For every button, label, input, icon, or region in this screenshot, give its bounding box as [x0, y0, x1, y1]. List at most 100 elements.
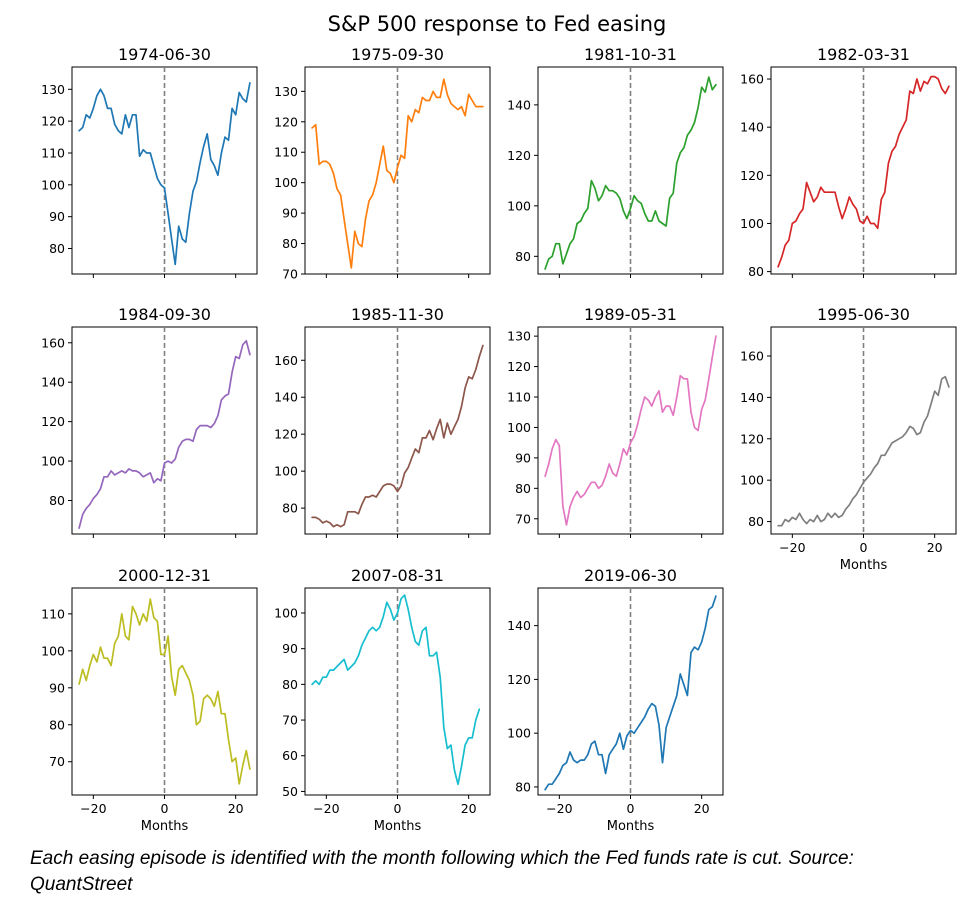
x-tick-label: 0 — [860, 540, 868, 555]
x-axis-label: Months — [141, 819, 189, 834]
subplot-title: 1984-09-30 — [118, 305, 211, 324]
figure-title: S&P 500 response to Fed easing — [328, 12, 667, 36]
subplot-1984-09-30: 1984-09-30 80 100 120 140 160 — [41, 305, 258, 538]
y-tick-label: 100 — [740, 473, 764, 488]
y-tick-label: 110 — [41, 606, 65, 621]
series-line — [311, 344, 484, 528]
x-axis-label: Months — [607, 819, 655, 834]
y-tick-label: 90 — [282, 206, 298, 221]
subplot-1989-05-31: 1989-05-31 70 80 90 100 110 120 130 — [507, 305, 724, 538]
subplot-1982-03-31: 1982-03-31 80 100 120 140 160 — [740, 45, 957, 279]
y-tick-label: 160 — [740, 72, 764, 87]
series-line — [311, 78, 484, 269]
x-tick-label: −20 — [779, 540, 805, 555]
y-tick-label: 120 — [41, 414, 65, 429]
series-line — [544, 595, 717, 791]
subplot-1985-11-30: 1985-11-30 80 100 120 140 160 — [274, 305, 491, 538]
y-tick-label: 70 — [49, 754, 65, 769]
x-tick-label: 20 — [927, 540, 943, 555]
y-tick-label: 120 — [274, 114, 298, 129]
y-tick-label: 50 — [282, 784, 298, 799]
y-tick-label: 120 — [507, 672, 531, 687]
y-tick-label: 140 — [507, 618, 531, 633]
x-tick-label: 20 — [228, 801, 244, 816]
subplot-title: 1982-03-31 — [817, 45, 910, 64]
y-tick-label: 100 — [274, 175, 298, 190]
y-tick-label: 70 — [515, 511, 531, 526]
y-tick-label: 120 — [274, 427, 298, 442]
axes-frame — [304, 326, 491, 535]
y-tick-label: 80 — [49, 241, 65, 256]
subplot-title: 2007-08-31 — [351, 566, 444, 585]
x-tick-label: −20 — [80, 801, 106, 816]
y-tick-label: 140 — [41, 375, 65, 390]
y-tick-label: 60 — [282, 748, 298, 763]
series-line — [777, 375, 950, 527]
x-tick-label: 20 — [694, 801, 710, 816]
y-tick-label: 80 — [515, 249, 531, 264]
x-tick-label: 0 — [161, 801, 169, 816]
x-tick-label: 20 — [461, 801, 477, 816]
y-tick-label: 90 — [49, 209, 65, 224]
y-tick-label: 80 — [515, 779, 531, 794]
series-line — [544, 335, 717, 526]
y-tick-label: 120 — [507, 148, 531, 163]
subplot-title: 1981-10-31 — [584, 45, 677, 64]
x-tick-label: 0 — [627, 801, 635, 816]
x-tick-label: 0 — [394, 801, 402, 816]
subplot-1974-06-30: 1974-06-30 80 90 100 110 120 130 — [41, 45, 258, 278]
y-tick-label: 80 — [748, 514, 764, 529]
y-tick-label: 80 — [282, 501, 298, 516]
x-axis-label: Months — [840, 558, 888, 573]
y-tick-label: 110 — [41, 145, 65, 160]
axes-frame — [770, 326, 957, 535]
y-tick-label: 70 — [282, 713, 298, 728]
y-tick-label: 110 — [507, 390, 531, 405]
y-tick-label: 120 — [41, 114, 65, 129]
series-line — [311, 594, 481, 786]
panels: 1974-06-30 80 90 100 110 120 130 1975-09-30 70 80… — [41, 45, 957, 834]
subplot-1981-10-31: 1981-10-31 80 100 120 140 — [507, 45, 724, 278]
axes-frame — [770, 66, 957, 275]
subplot-title: 2000-12-31 — [118, 566, 211, 585]
subplot-1995-06-30: 1995-06-30 80 100 120 140 160 −20 0 20 Months — [740, 305, 957, 573]
series-line — [777, 75, 950, 268]
y-tick-label: 100 — [507, 726, 531, 741]
y-tick-label: 160 — [274, 353, 298, 368]
y-tick-label: 140 — [740, 120, 764, 135]
subplot-title: 1985-11-30 — [351, 305, 444, 324]
y-tick-label: 90 — [282, 641, 298, 656]
y-tick-label: 100 — [507, 198, 531, 213]
y-tick-label: 160 — [740, 348, 764, 363]
subplot-title: 1989-05-31 — [584, 305, 677, 324]
y-tick-label: 160 — [41, 335, 65, 350]
y-tick-label: 80 — [515, 481, 531, 496]
y-tick-label: 80 — [748, 264, 764, 279]
axes-frame — [71, 66, 258, 275]
y-tick-label: 100 — [740, 216, 764, 231]
y-tick-label: 140 — [274, 390, 298, 405]
series-line — [544, 76, 717, 270]
axes-frame — [71, 326, 258, 535]
subplot-title: 2019-06-30 — [584, 566, 677, 585]
x-tick-label: −20 — [313, 801, 339, 816]
y-tick-label: 100 — [41, 454, 65, 469]
y-tick-label: 100 — [274, 605, 298, 620]
series-line — [78, 598, 251, 785]
y-tick-label: 100 — [41, 177, 65, 192]
y-tick-label: 120 — [740, 431, 764, 446]
y-tick-label: 80 — [282, 677, 298, 692]
y-tick-label: 80 — [49, 493, 65, 508]
series-line — [78, 339, 251, 529]
y-tick-label: 130 — [41, 82, 65, 97]
subplot-title: 1975-09-30 — [351, 45, 444, 64]
y-tick-label: 70 — [282, 267, 298, 282]
y-tick-label: 120 — [740, 168, 764, 183]
chart-grid-svg: S&P 500 response to Fed easing 1974-06-3… — [41, 12, 957, 834]
subplot-2000-12-31: 2000-12-31 70 80 90 100 110 −20 0 20 Months — [41, 566, 258, 834]
y-tick-label: 100 — [507, 420, 531, 435]
subplot-title: 1974-06-30 — [118, 45, 211, 64]
y-tick-label: 90 — [49, 680, 65, 695]
x-axis-label: Months — [374, 819, 422, 834]
